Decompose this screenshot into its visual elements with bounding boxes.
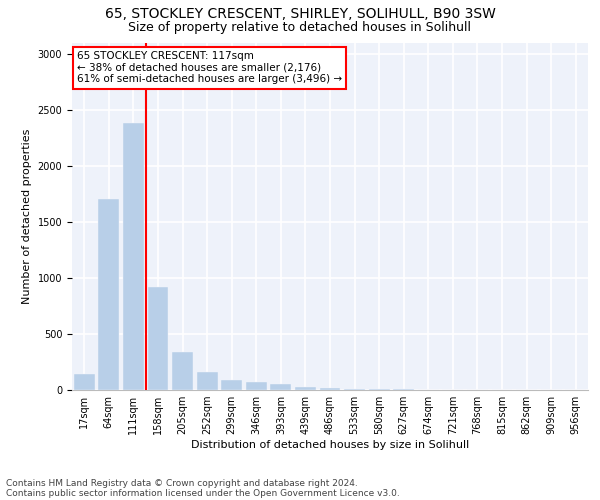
Text: Size of property relative to detached houses in Solihull: Size of property relative to detached ho… [128, 21, 472, 34]
Bar [74, 374, 95, 390]
Y-axis label: Number of detached properties: Number of detached properties [22, 128, 32, 304]
X-axis label: Distribution of detached houses by size in Solihull: Distribution of detached houses by size … [191, 440, 469, 450]
Text: 65 STOCKLEY CRESCENT: 117sqm
← 38% of detached houses are smaller (2,176)
61% of: 65 STOCKLEY CRESCENT: 117sqm ← 38% of de… [77, 51, 342, 84]
Bar [98, 200, 119, 390]
Bar [123, 123, 144, 390]
Text: 65, STOCKLEY CRESCENT, SHIRLEY, SOLIHULL, B90 3SW: 65, STOCKLEY CRESCENT, SHIRLEY, SOLIHULL… [104, 8, 496, 22]
Text: Contains HM Land Registry data © Crown copyright and database right 2024.: Contains HM Land Registry data © Crown c… [6, 478, 358, 488]
Bar [197, 372, 218, 390]
Bar [246, 382, 267, 390]
Bar [172, 352, 193, 390]
Bar [221, 380, 242, 390]
Bar [295, 386, 316, 390]
Bar [320, 388, 340, 390]
Bar [148, 287, 169, 390]
Bar [271, 384, 292, 390]
Text: Contains public sector information licensed under the Open Government Licence v3: Contains public sector information licen… [6, 488, 400, 498]
Bar [344, 389, 365, 390]
